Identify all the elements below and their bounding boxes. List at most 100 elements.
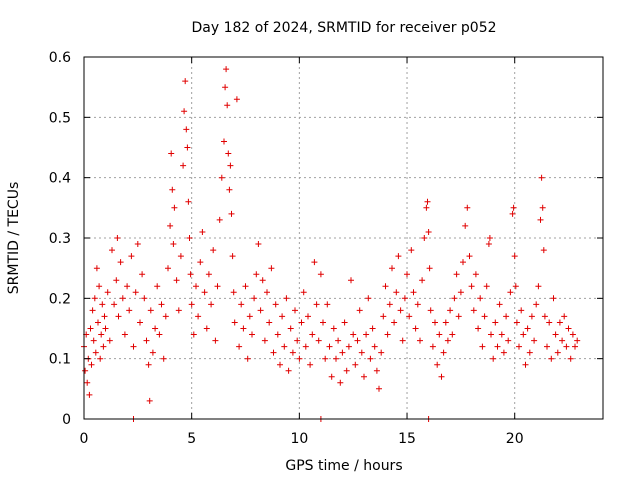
data-point [567,355,574,362]
data-point [505,337,512,344]
data-point [533,301,540,308]
data-point [171,204,178,211]
data-point [397,307,404,314]
data-point [270,349,277,356]
data-point [524,325,531,332]
data-point [226,186,233,193]
data-point [496,301,503,308]
data-point [154,283,161,290]
data-point [274,331,281,338]
data-point [177,253,184,260]
data-point [292,307,298,314]
data-point [423,204,430,211]
data-point [183,126,190,133]
data-point [488,331,494,338]
data-points [81,66,581,422]
data-point [565,325,572,332]
data-point [522,361,529,368]
x-tick-label: 0 [80,431,89,447]
data-point [574,337,581,344]
data-point [88,361,95,368]
data-point [341,319,348,326]
data-point [158,301,165,308]
data-point [128,253,135,260]
data-point [99,301,106,308]
data-point [348,277,354,284]
data-point [373,367,380,374]
data-point [425,229,432,235]
y-tick-label: 0.6 [49,50,71,66]
data-point [451,295,458,302]
data-point [322,355,329,362]
data-point [436,331,443,338]
data-point [466,253,473,260]
data-point [518,307,525,314]
data-point [223,66,230,73]
data-point [184,144,191,151]
data-point [168,150,175,157]
data-point [169,186,176,193]
data-point [544,343,550,350]
data-point [440,349,447,356]
data-point [328,373,335,380]
data-point [97,355,104,362]
data-point [208,301,215,308]
y-tick-label: 0.5 [49,110,71,126]
data-point [111,301,118,308]
data-point [92,349,99,356]
data-point [195,313,202,320]
data-point [339,349,346,356]
data-point [426,265,433,272]
data-point [170,241,177,247]
data-point [137,319,143,326]
data-point [98,331,105,338]
chart-title: Day 182 of 2024, SRMTID for receiver p05… [191,20,496,36]
data-point [181,108,188,115]
data-point [365,295,372,302]
data-point [225,150,232,157]
data-point [231,319,238,326]
data-point [361,373,367,380]
data-point [134,241,141,247]
data-point [106,337,113,344]
data-point [498,331,505,338]
data-point [460,259,466,266]
data-point [165,265,171,272]
data-point [492,319,499,326]
data-point [528,313,535,320]
data-point [419,277,426,284]
data-point [572,343,578,350]
data-point [382,283,389,290]
data-point [490,355,497,362]
data-point [531,337,538,344]
y-tick-label: 0.4 [49,171,71,187]
data-point [257,307,264,314]
data-point [160,355,167,362]
data-point [240,325,247,332]
data-point [84,379,91,386]
data-point [503,313,510,320]
data-point [126,307,133,314]
y-tick-label: 0.1 [49,352,71,368]
data-point [251,295,258,302]
data-point [352,361,359,368]
data-point [335,337,342,344]
data-point [330,325,337,332]
data-point [244,355,251,362]
data-point [511,253,518,260]
data-point [287,325,294,332]
data-point [462,222,469,229]
data-point [561,313,568,320]
data-point [401,295,408,302]
data-point [89,307,96,314]
data-point [464,204,471,211]
data-point [432,319,438,326]
data-point [483,283,490,290]
data-point [358,349,365,356]
data-point [199,229,206,235]
data-point [324,301,331,308]
data-point [326,343,333,350]
data-point [309,331,316,338]
data-point [187,271,194,278]
